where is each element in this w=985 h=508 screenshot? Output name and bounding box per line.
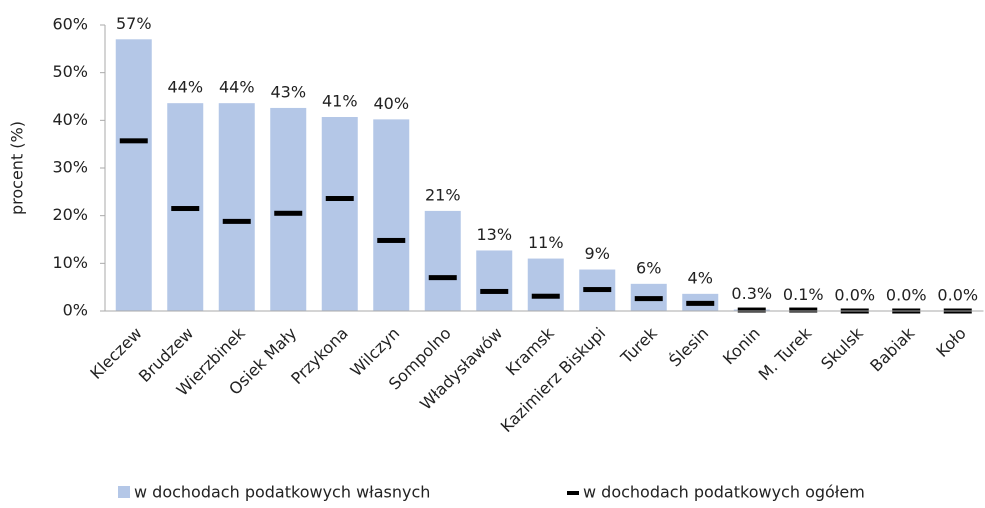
y-tick-label: 60%: [52, 15, 88, 34]
x-tick-label: Skulsk: [817, 323, 867, 373]
data-label: 21%: [425, 185, 461, 204]
data-label: 0.0%: [886, 286, 927, 305]
marker: [738, 308, 766, 313]
x-tick-label: Ślesin: [665, 324, 712, 371]
marker: [583, 287, 611, 292]
data-label: 0.1%: [783, 285, 824, 304]
y-tick-label: 30%: [52, 158, 88, 177]
legend-label: w dochodach podatkowych własnych: [134, 483, 430, 502]
y-tick-label: 0%: [63, 301, 88, 320]
bar: [219, 103, 255, 311]
bar: [425, 211, 461, 311]
data-label: 9%: [585, 244, 610, 263]
marker: [480, 289, 508, 294]
y-tick-label: 10%: [52, 253, 88, 272]
data-label: 43%: [270, 82, 306, 101]
data-label: 0.0%: [937, 286, 978, 305]
y-tick-label: 20%: [52, 205, 88, 224]
y-axis-label: procent (%): [8, 121, 27, 215]
bar: [270, 108, 306, 311]
marker: [377, 238, 405, 243]
marker: [223, 219, 251, 224]
bar: [116, 39, 152, 311]
y-tick-label: 50%: [52, 62, 88, 81]
x-tick-label: Turek: [616, 323, 661, 368]
x-tick-label: Koło: [932, 324, 969, 361]
marker: [326, 196, 354, 201]
y-tick-label: 40%: [52, 110, 88, 129]
marker: [429, 275, 457, 280]
data-label: 0.3%: [731, 284, 772, 303]
bar: [373, 119, 409, 311]
marker: [789, 308, 817, 313]
data-label: 0.0%: [834, 286, 875, 305]
marker: [274, 211, 302, 216]
data-label: 40%: [373, 94, 409, 113]
data-label: 11%: [528, 233, 564, 252]
data-label: 57%: [116, 14, 152, 33]
legend-swatch: [118, 486, 130, 498]
data-label: 41%: [322, 91, 358, 110]
marker: [532, 294, 560, 299]
data-label: 44%: [167, 78, 203, 97]
bar: [322, 117, 358, 311]
bar: [528, 259, 564, 311]
data-label: 4%: [688, 268, 713, 287]
x-tick-label: Babiak: [866, 323, 918, 375]
marker: [635, 296, 663, 301]
marker: [686, 301, 714, 306]
legend-swatch: [567, 491, 579, 495]
data-label: 6%: [636, 258, 661, 277]
marker: [120, 138, 148, 143]
marker: [171, 206, 199, 211]
x-tick-label: Konin: [719, 324, 764, 369]
data-label: 44%: [219, 78, 255, 97]
legend-label: w dochodach podatkowych ogółem: [583, 483, 865, 502]
bar: [476, 250, 512, 311]
data-label: 13%: [476, 225, 512, 244]
x-tick-label: M. Turek: [755, 323, 816, 384]
x-tick-label: Przykona: [287, 324, 352, 389]
